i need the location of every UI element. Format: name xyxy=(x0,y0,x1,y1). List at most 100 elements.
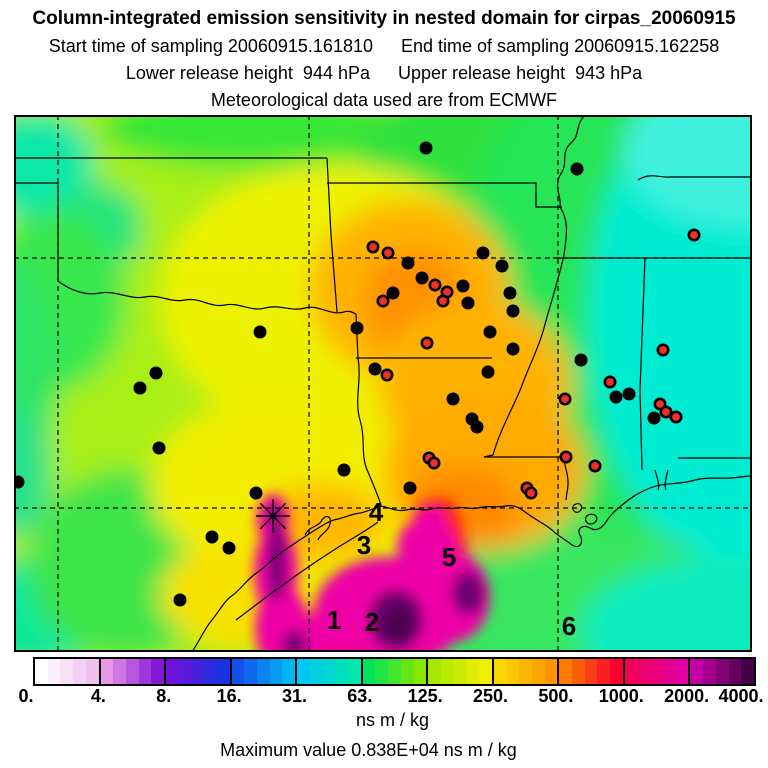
station-dot-black xyxy=(14,475,25,489)
receptor-label: 4 xyxy=(369,497,384,527)
station-dot-black xyxy=(386,286,400,300)
colorbar-tick-label: 31. xyxy=(281,686,307,706)
colorbar-segment xyxy=(622,659,689,684)
sampling-times-line: Start time of sampling 20060915.161810 En… xyxy=(0,36,768,57)
station-dot-black xyxy=(368,362,382,376)
end-time-label: End time of sampling 20060915.162258 xyxy=(401,36,720,56)
colorbar-segment xyxy=(35,659,99,684)
station-dot-black xyxy=(503,286,517,300)
colorbar-segment xyxy=(98,659,165,684)
station-dot-black xyxy=(249,486,263,500)
colorbar-tick-label: 0. xyxy=(18,686,34,706)
release-point-marker xyxy=(256,499,290,533)
receptor-label: 6 xyxy=(562,611,576,641)
colorbar-segment xyxy=(295,659,361,684)
release-heights-line: Lower release height 944 hPa Upper releas… xyxy=(0,63,768,84)
colorbar-tick-label: 4000. xyxy=(718,686,764,706)
station-dot-red xyxy=(524,486,538,500)
station-dot-black xyxy=(495,259,509,273)
border-ms-al xyxy=(639,257,646,471)
station-dot-red xyxy=(427,456,441,470)
station-dot-red xyxy=(420,336,434,350)
station-dot-red xyxy=(558,392,572,406)
station-dot-red xyxy=(428,278,442,292)
colorbar-segment xyxy=(229,659,296,684)
colorbar-tick-label: 125. xyxy=(407,686,443,706)
station-dot-black xyxy=(403,481,417,495)
colorbar-tick-label: 250. xyxy=(473,686,509,706)
station-dot-red xyxy=(603,375,617,389)
station-dot-black xyxy=(401,256,415,270)
station-dot-black xyxy=(173,593,187,607)
figure-title: Column-integrated emission sensitivity i… xyxy=(32,8,736,29)
colorbar-tick-label: 16. xyxy=(216,686,242,706)
station-dot-black xyxy=(622,387,636,401)
colorbar-tick-label: 500. xyxy=(538,686,574,706)
lower-release-label: Lower release height 944 hPa xyxy=(125,63,370,83)
asterisk-arm xyxy=(259,502,287,530)
station-dot-black xyxy=(483,325,497,339)
start-time-label: Start time of sampling 20060915.161810 xyxy=(48,36,373,56)
station-dot-black xyxy=(337,463,351,477)
upper-release-label: Upper release height 943 hPa xyxy=(398,63,643,83)
station-dot-black xyxy=(350,321,364,335)
station-dot-black xyxy=(222,541,236,555)
border-tx-ar-la xyxy=(355,313,492,506)
colorbar-tick-label: 8. xyxy=(156,686,172,706)
station-dot-black xyxy=(415,271,429,285)
station-dot-black xyxy=(476,246,490,260)
station-dot-black xyxy=(205,530,219,544)
station-dot-black xyxy=(481,365,495,379)
border-mo-ar xyxy=(327,182,562,208)
station-dot-black xyxy=(647,411,661,425)
station-dot-black xyxy=(456,279,470,293)
station-dot-black xyxy=(461,296,475,310)
border-ky-tn xyxy=(637,175,752,181)
barrier-islands xyxy=(235,521,379,621)
latlon-grid xyxy=(14,115,752,652)
met-source-label: Meteorological data used are from ECMWF xyxy=(210,90,558,110)
max-value-label: Maximum value 0.838E+04 ns m / kg xyxy=(220,740,517,760)
colorbar-segment xyxy=(491,659,558,684)
colorbar-ticks: 0. 4. 8. 16. 31. 63. 125. 250. 500. 1000. 2000. 400… xyxy=(0,686,768,706)
station-dot-black xyxy=(419,141,433,155)
colorbar-tick-label: 63. xyxy=(347,686,373,706)
colorbar-segment xyxy=(360,659,427,684)
border-ok-east xyxy=(326,157,338,313)
colorbar-units-label: ns m / kg xyxy=(355,710,430,730)
mississippi-river xyxy=(483,115,586,458)
receptor-label: 3 xyxy=(357,530,371,560)
station-dot-red xyxy=(436,294,450,308)
station-dot-black xyxy=(506,342,520,356)
galveston-bay xyxy=(304,515,331,541)
station-dot-black xyxy=(574,353,588,367)
station-dot-red xyxy=(656,343,670,357)
station-dot-red xyxy=(659,405,673,419)
station-dots xyxy=(14,141,701,607)
station-dot-red xyxy=(376,294,390,308)
station-dot-black xyxy=(149,366,163,380)
mobile-bay xyxy=(654,469,669,491)
colorbar-segment xyxy=(688,659,754,684)
station-dot-black xyxy=(152,441,166,455)
station-dot-red xyxy=(559,450,573,464)
station-dot-black xyxy=(133,381,147,395)
red-river xyxy=(57,280,357,315)
colorbar-segment xyxy=(164,659,230,684)
station-dot-red xyxy=(669,410,683,424)
colorbar-tick-label: 4. xyxy=(90,686,106,706)
station-dot-red xyxy=(381,246,395,260)
station-dot-black xyxy=(446,392,460,406)
colorbar-tick-label: 1000. xyxy=(598,686,644,706)
receptor-label: 1 xyxy=(327,605,341,635)
pontchartrain-marsh xyxy=(572,503,598,525)
station-dot-black xyxy=(253,325,267,339)
station-dot-black xyxy=(506,304,520,318)
receptor-label: 5 xyxy=(442,542,456,572)
station-dot-black xyxy=(470,420,484,434)
colorbar xyxy=(33,657,756,686)
station-dot-red xyxy=(380,368,394,382)
